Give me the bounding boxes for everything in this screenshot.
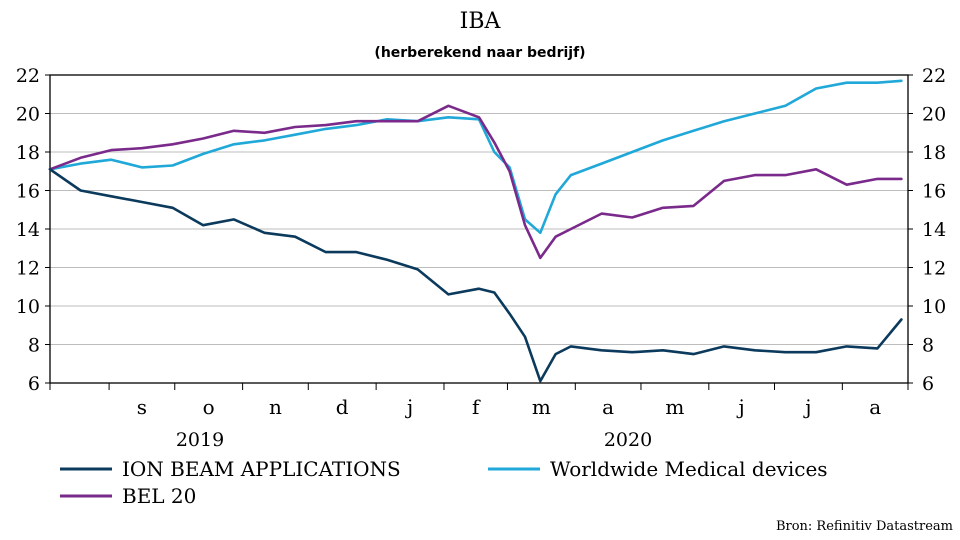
y-tick-label-right: 18 bbox=[922, 142, 946, 164]
y-tick-label-left: 8 bbox=[28, 335, 40, 357]
series-line-ion-beam-applications bbox=[48, 168, 903, 383]
y-tick-label-right: 22 bbox=[922, 65, 946, 87]
x-month-label: a bbox=[869, 395, 881, 419]
legend-label-medical-devices: Worldwide Medical devices bbox=[550, 457, 828, 481]
y-tick-label-right: 14 bbox=[922, 219, 946, 241]
x-month-label: j bbox=[405, 395, 413, 419]
year-label-2019: 2019 bbox=[176, 429, 224, 451]
y-axis-right: 6 8 10 12 14 16 18 20 22 bbox=[908, 65, 946, 395]
series-line-bel-20 bbox=[48, 104, 903, 260]
gridlines bbox=[50, 113, 908, 345]
legend-label-bel20: BEL 20 bbox=[122, 484, 196, 508]
y-tick-label-left: 10 bbox=[16, 296, 40, 318]
series-line-worldwide-medical-devices bbox=[48, 79, 903, 235]
y-tick-label-right: 8 bbox=[922, 335, 934, 357]
x-month-label: n bbox=[269, 395, 282, 419]
y-tick-label-right: 16 bbox=[922, 181, 946, 203]
legend: ION BEAM APPLICATIONS Worldwide Medical … bbox=[60, 457, 828, 508]
y-axis-left: 6 8 10 12 14 16 18 20 22 bbox=[16, 65, 50, 395]
y-tick-label-left: 22 bbox=[16, 65, 40, 87]
x-month-label: f bbox=[472, 395, 481, 419]
source-note: Bron: Refinitiv Datastream bbox=[776, 519, 953, 534]
y-tick-label-right: 20 bbox=[922, 104, 946, 126]
x-month-label: j bbox=[803, 395, 811, 419]
year-label-2020: 2020 bbox=[604, 429, 652, 451]
y-tick-label-right: 12 bbox=[922, 258, 946, 280]
y-tick-label-left: 16 bbox=[16, 181, 40, 203]
y-tick-label-left: 14 bbox=[16, 219, 40, 241]
chart-subtitle: (herberekend naar bedrijf) bbox=[374, 45, 585, 61]
y-tick-label-left: 20 bbox=[16, 104, 40, 126]
x-month-label: j bbox=[737, 395, 745, 419]
x-month-label: a bbox=[602, 395, 614, 419]
x-month-label: d bbox=[336, 395, 349, 419]
legend-label-ion-beam: ION BEAM APPLICATIONS bbox=[122, 457, 401, 481]
y-tick-label-left: 18 bbox=[16, 142, 40, 164]
y-tick-label-left: 12 bbox=[16, 258, 40, 280]
series-lines bbox=[48, 79, 903, 383]
y-tick-label-right: 10 bbox=[922, 296, 946, 318]
x-month-label: o bbox=[203, 395, 215, 419]
x-month-label: s bbox=[137, 395, 147, 419]
chart-title: IBA bbox=[460, 9, 502, 34]
x-month-label: m bbox=[532, 395, 551, 419]
x-month-label: m bbox=[665, 395, 684, 419]
y-tick-label-right: 6 bbox=[922, 373, 934, 395]
y-tick-label-left: 6 bbox=[28, 373, 40, 395]
